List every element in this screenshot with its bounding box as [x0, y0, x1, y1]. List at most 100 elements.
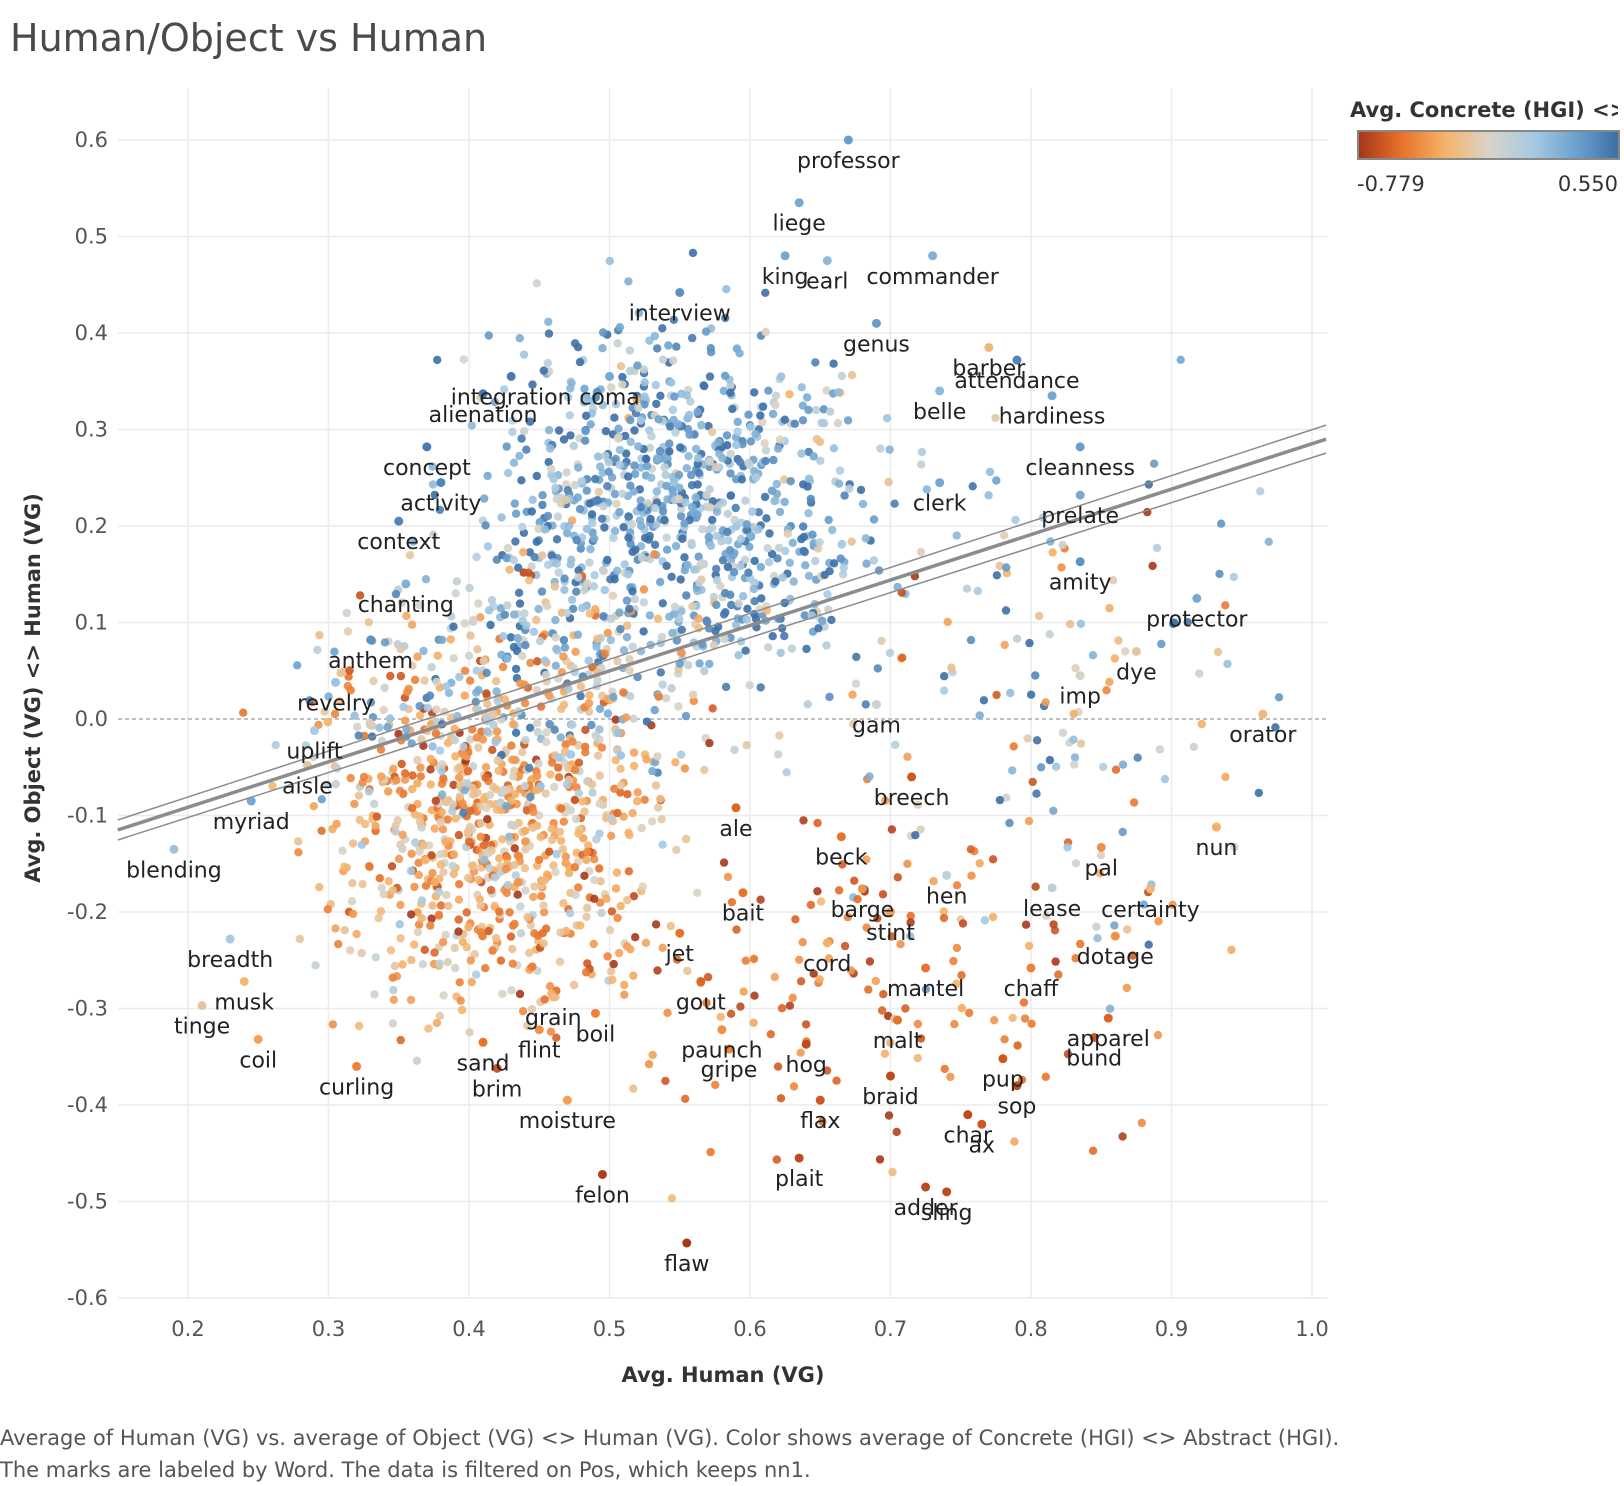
data-point — [949, 956, 958, 966]
labeled-point-moisture — [562, 1095, 572, 1105]
point-label-protector: protector — [1146, 607, 1248, 632]
data-point — [701, 327, 711, 336]
data-point — [610, 575, 619, 584]
data-point — [556, 733, 565, 742]
data-point — [668, 405, 678, 415]
data-point — [413, 927, 423, 937]
data-point — [758, 417, 767, 427]
data-point — [750, 597, 759, 606]
data-point — [414, 858, 423, 867]
data-point — [885, 445, 894, 454]
data-point — [653, 455, 662, 464]
labeled-point-pup — [998, 1054, 1008, 1064]
labeled-point-lease — [1047, 883, 1057, 893]
data-point — [645, 443, 655, 452]
data-point — [543, 511, 553, 521]
data-point — [540, 876, 549, 885]
data-point — [861, 700, 870, 709]
data-point — [503, 543, 513, 553]
point-label-bait: bait — [722, 902, 765, 927]
data-point — [739, 987, 748, 996]
data-point — [594, 487, 603, 497]
data-point — [682, 591, 691, 600]
data-point — [442, 798, 451, 807]
data-point — [790, 419, 799, 428]
y-tick-label: 0.6 — [75, 128, 108, 152]
data-point — [474, 875, 483, 885]
data-point — [407, 804, 417, 813]
data-point — [1096, 851, 1106, 860]
data-point — [633, 797, 642, 806]
data-point — [674, 494, 684, 504]
labeled-point-nun — [1211, 822, 1221, 832]
data-point — [631, 545, 640, 554]
labeled-point-context — [394, 516, 404, 526]
data-point — [574, 741, 583, 750]
data-point — [455, 792, 464, 801]
data-point — [691, 444, 701, 454]
data-point — [346, 773, 355, 783]
data-point — [735, 349, 744, 358]
data-point — [605, 256, 614, 266]
data-point — [916, 1034, 926, 1043]
data-point — [514, 771, 524, 781]
labeled-point-belle — [935, 386, 945, 396]
data-point — [896, 940, 905, 949]
data-point — [667, 378, 676, 387]
x-tick-label: 0.9 — [1155, 1317, 1188, 1341]
data-point — [622, 621, 632, 630]
data-point — [523, 1021, 532, 1030]
data-point — [869, 556, 879, 565]
data-point — [439, 868, 448, 877]
data-point — [815, 975, 824, 984]
data-point — [593, 496, 602, 505]
point-label-pal: pal — [1084, 856, 1118, 881]
data-point — [680, 764, 690, 773]
data-point — [760, 439, 769, 448]
data-point — [430, 877, 440, 887]
data-point — [613, 339, 622, 348]
labeled-point-ale — [731, 803, 741, 813]
data-point — [364, 618, 373, 627]
data-point — [610, 413, 619, 422]
data-point — [1009, 742, 1018, 751]
data-point — [626, 415, 635, 425]
data-point — [947, 663, 956, 672]
data-point — [476, 613, 485, 622]
data-point — [758, 402, 768, 411]
data-point — [1002, 793, 1011, 802]
data-point — [672, 342, 681, 351]
data-point — [619, 812, 628, 821]
data-point — [534, 604, 543, 614]
x-tick-label: 0.3 — [312, 1317, 345, 1341]
data-point — [463, 873, 473, 883]
data-point — [507, 820, 516, 829]
data-point — [619, 688, 628, 697]
data-point — [513, 634, 522, 643]
data-point — [483, 699, 492, 709]
data-point — [598, 400, 607, 410]
data-point — [582, 486, 591, 495]
point-label-nun: nun — [1196, 836, 1238, 861]
data-point — [637, 823, 646, 833]
data-point — [553, 512, 563, 521]
data-point — [423, 703, 432, 712]
data-point — [370, 990, 379, 999]
data-point — [545, 719, 554, 729]
data-point — [708, 704, 717, 713]
data-point — [490, 873, 500, 882]
data-point — [458, 937, 467, 947]
data-point — [443, 815, 452, 824]
data-point — [1063, 843, 1072, 852]
data-point — [1032, 736, 1042, 745]
data-point — [564, 521, 574, 531]
data-point — [804, 571, 814, 581]
data-point — [581, 742, 590, 751]
data-point — [379, 890, 388, 899]
data-point — [623, 790, 632, 799]
data-point — [741, 646, 750, 655]
legend-color-bar — [1357, 130, 1620, 160]
data-point — [1034, 611, 1044, 621]
data-point — [550, 582, 560, 591]
point-label-flaw: flaw — [664, 1252, 709, 1277]
